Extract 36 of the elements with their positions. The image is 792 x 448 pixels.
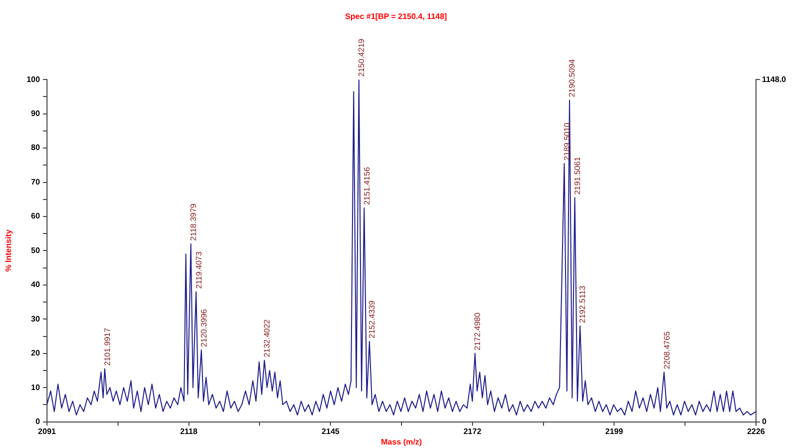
annotation: 2190.5094 <box>568 58 577 98</box>
y-tick-label: 100 <box>26 74 40 84</box>
annotation: 2191.5061 <box>572 156 582 195</box>
annotation: 2119.4073 <box>194 250 204 289</box>
annotation: 2172.4980 <box>473 312 482 350</box>
x-tick-label: 2091 <box>38 426 56 436</box>
x-tick-label: 2199 <box>605 426 624 436</box>
y-tick-label: 20 <box>31 348 40 358</box>
y-tick-label: 30 <box>31 314 40 324</box>
x-tick-label: 2226 <box>747 426 766 436</box>
x-tick-label: 2145 <box>322 426 340 436</box>
y-tick-label: 80 <box>31 143 40 152</box>
annotation: 2189.5010 <box>562 122 572 160</box>
annotation: 2192.5113 <box>578 285 588 323</box>
annotation: 2118.3979 <box>189 203 198 241</box>
annotation: 2151.4156 <box>362 166 372 205</box>
annotation: 2101.9917 <box>102 327 112 366</box>
y-tick-label: 90 <box>31 109 40 118</box>
y-axis-title: % Intensity <box>4 229 14 272</box>
x-tick-label: 2172 <box>463 426 482 436</box>
y-tick-label: 50 <box>31 246 40 255</box>
y-tick-label: 10 <box>31 382 40 392</box>
y2-tick-label: 0 <box>762 417 767 426</box>
annotation: 2152.4339 <box>368 300 377 338</box>
annotation: 2132.4022 <box>262 318 272 358</box>
y2-tick-label: 1148.0 <box>762 74 787 84</box>
annotation: 2120.3996 <box>200 308 209 347</box>
chart-title: Spec #1[BP = 2150.4, 1148] <box>345 12 448 22</box>
annotation: 2208.4765 <box>662 330 672 370</box>
x-axis-title: Mass (m/z) <box>381 437 422 446</box>
y-tick-label: 70 <box>31 177 40 186</box>
x-tick-label: 2118 <box>180 426 198 436</box>
y-tick-label: 0 <box>35 417 40 426</box>
y-tick-label: 40 <box>31 280 40 290</box>
y-tick-label: 60 <box>31 212 40 221</box>
annotation: 2150.4219 <box>357 38 366 77</box>
